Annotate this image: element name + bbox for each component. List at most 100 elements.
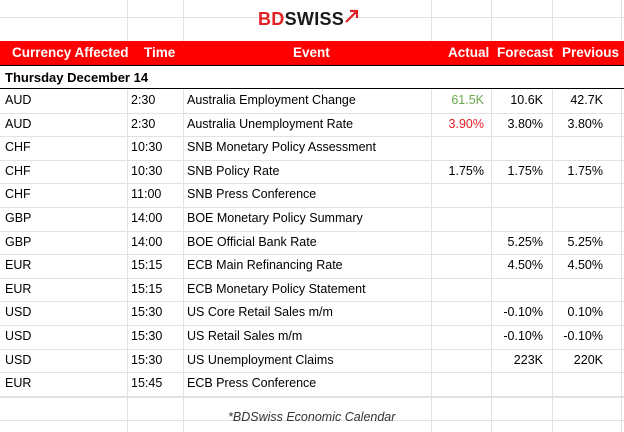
table-row: AUD 2:30 Australia Unemployment Rate 3.90% 3…: [0, 113, 624, 137]
grid-line: [491, 0, 492, 432]
cell-forecast: 1.75%: [507, 163, 543, 178]
cell-event: ECB Monetary Policy Statement: [187, 281, 366, 296]
table-row: USD 15:30 US Unemployment Claims 223K 220K: [0, 349, 624, 373]
logo-arrow-icon: [345, 9, 359, 23]
cell-event: SNB Monetary Policy Assessment: [187, 140, 376, 155]
grid-line: [0, 397, 624, 398]
cell-time: 10:30: [131, 163, 163, 178]
cell-previous: 42.7K: [570, 93, 603, 107]
table-row: CHF 11:00 SNB Press Conference: [0, 183, 624, 207]
cell-previous: -0.10%: [563, 329, 603, 343]
cell-currency: USD: [5, 305, 32, 320]
cell-time: 15:15: [131, 258, 163, 273]
date-label: Thursday December 14: [5, 70, 149, 85]
cell-time: 15:15: [131, 281, 163, 296]
cell-forecast: 3.80%: [507, 116, 543, 131]
cell-time: 15:30: [131, 352, 163, 367]
row-divider: [0, 395, 624, 397]
cell-time: 14:00: [131, 234, 163, 249]
cell-previous: 5.25%: [567, 234, 603, 249]
table-row: GBP 14:00 BOE Monetary Policy Summary: [0, 207, 624, 231]
cell-currency: USD: [5, 329, 32, 343]
row-divider: [0, 372, 624, 374]
row-divider: [0, 230, 624, 232]
grid-line: [0, 420, 624, 421]
grid-line: [621, 0, 622, 432]
cell-currency: CHF: [5, 140, 31, 155]
cell-event: BOE Monetary Policy Summary: [187, 211, 363, 225]
cell-previous: 3.80%: [567, 116, 603, 131]
cell-event: ECB Main Refinancing Rate: [187, 258, 343, 273]
cell-event: US Core Retail Sales m/m: [187, 305, 333, 320]
cell-currency: EUR: [5, 376, 32, 391]
cell-time: 14:00: [131, 211, 163, 225]
row-divider: [0, 348, 624, 350]
row-divider: [0, 183, 624, 185]
header-forecast: Forecast: [497, 45, 554, 60]
table-header: Currency Affected Time Event Actual Fore…: [0, 41, 624, 65]
row-divider: [0, 136, 624, 138]
grid-line: [127, 0, 128, 432]
cell-event: Australia Unemployment Rate: [187, 116, 354, 131]
cell-forecast: 5.25%: [507, 234, 543, 249]
cell-time: 2:30: [131, 93, 156, 107]
cell-currency: CHF: [5, 187, 31, 202]
cell-forecast: 4.50%: [507, 258, 543, 273]
cell-event: BOE Official Bank Rate: [187, 234, 317, 249]
cell-currency: GBP: [5, 234, 32, 249]
cell-currency: EUR: [5, 258, 32, 273]
cell-forecast: -0.10%: [503, 329, 543, 343]
cell-actual: 1.75%: [448, 163, 484, 178]
row-divider: [0, 254, 624, 256]
header-actual: Actual: [448, 45, 490, 60]
cell-time: 15:45: [131, 376, 163, 391]
cell-time: 11:00: [131, 187, 162, 202]
date-row: Thursday December 14: [0, 65, 624, 89]
cell-actual: 3.90%: [448, 116, 484, 131]
cell-forecast: 223K: [513, 352, 543, 367]
cell-currency: EUR: [5, 281, 32, 296]
cell-actual: 61.5K: [451, 93, 484, 107]
cell-event: Australia Employment Change: [187, 93, 356, 107]
cell-forecast: 10.6K: [510, 93, 543, 107]
cell-time: 2:30: [131, 116, 156, 131]
cell-currency: USD: [5, 352, 32, 367]
table-row: USD 15:30 US Retail Sales m/m -0.10% -0.10%: [0, 325, 624, 349]
cell-time: 10:30: [131, 140, 163, 155]
table-row: EUR 15:15 ECB Monetary Policy Statement: [0, 278, 624, 302]
header-event: Event: [293, 45, 330, 60]
cell-event: US Retail Sales m/m: [187, 329, 303, 343]
cell-event: ECB Press Conference: [187, 376, 317, 391]
logo-text-swiss: SWISS: [284, 8, 345, 29]
row-divider: [0, 112, 624, 114]
grid-line: [552, 0, 553, 432]
table-row: GBP 14:00 BOE Official Bank Rate 5.25% 5.25%: [0, 231, 624, 255]
cell-previous: 220K: [573, 352, 603, 367]
table-row: EUR 15:15 ECB Main Refinancing Rate 4.50% 4.…: [0, 254, 624, 278]
cell-currency: GBP: [5, 211, 32, 225]
bdswiss-logo: BD SWISS: [258, 6, 359, 32]
cell-currency: AUD: [5, 93, 32, 107]
cell-time: 15:30: [131, 329, 163, 343]
cell-event: SNB Policy Rate: [187, 163, 280, 178]
row-divider: [0, 207, 624, 208]
cell-previous: 4.50%: [567, 258, 603, 273]
header-time: Time: [144, 45, 176, 60]
cell-currency: CHF: [5, 163, 31, 178]
grid-line: [183, 0, 184, 432]
row-divider: [0, 325, 624, 326]
row-divider: [0, 277, 624, 279]
header-previous: Previous: [562, 45, 620, 60]
cell-event: US Unemployment Claims: [187, 352, 334, 367]
cell-time: 15:30: [131, 305, 163, 320]
cell-forecast: -0.10%: [503, 305, 543, 320]
grid-line: [431, 0, 432, 432]
table-row: AUD 2:30 Australia Employment Change 61.5K 1…: [0, 89, 624, 113]
header-currency: Currency Affected: [12, 45, 129, 60]
cell-currency: AUD: [5, 116, 32, 131]
cell-previous: 0.10%: [567, 305, 603, 320]
logo-text-bd: BD: [258, 8, 285, 29]
source-caption: *BDSwiss Economic Calendar: [228, 410, 396, 424]
cell-event: SNB Press Conference: [187, 187, 317, 202]
row-divider: [0, 159, 624, 161]
